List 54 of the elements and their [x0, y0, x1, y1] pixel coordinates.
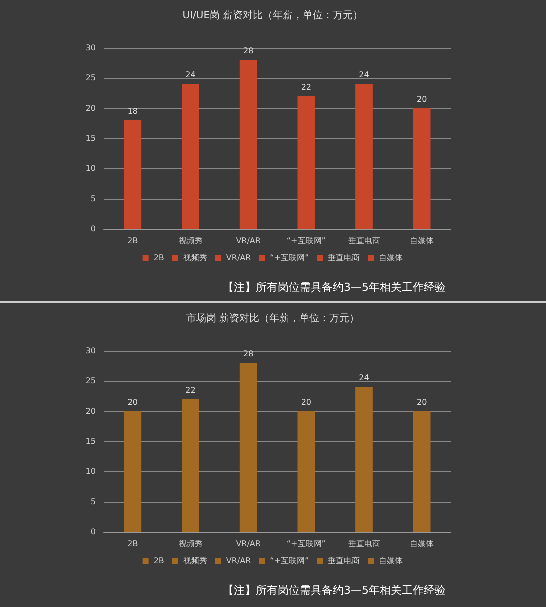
legend-label: 垂直电商 — [328, 254, 360, 262]
data-label: 22 — [301, 82, 312, 92]
y-tick-label: 10 — [86, 164, 96, 174]
legend-label: “+互联网” — [270, 254, 310, 262]
text: 【注】所有岗位需具备约3—5年相关工作经验 — [223, 281, 446, 294]
legend-label: 自媒体 — [379, 556, 404, 566]
data-label: 22 — [186, 386, 196, 395]
legend-label: 2B — [154, 254, 164, 262]
legend-label: 视频秀 — [183, 556, 208, 566]
y-tick-label: 5 — [90, 194, 96, 204]
y-tick-label: 10 — [86, 467, 96, 476]
text: 【注】所有岗位需具备约3—5年相关工作经验 — [223, 584, 446, 597]
legend-label: “+互联网” — [270, 556, 310, 566]
y-tick-label: 30 — [86, 44, 96, 52]
x-tick-label: 垂直电商 — [348, 236, 380, 246]
x-tick-label: 2B — [128, 540, 138, 548]
x-tick-label: 自媒体 — [410, 540, 434, 548]
chart-title: UI/UE岗 薪资对比（年薪，单位：万元） — [182, 10, 364, 22]
legend-label: VR/AR — [226, 556, 252, 566]
data-label: 20 — [301, 398, 312, 407]
y-tick-label: 0 — [90, 528, 96, 536]
y-tick-label: 20 — [86, 104, 96, 113]
y-tick-label: 20 — [86, 406, 96, 416]
data-label: 24 — [186, 70, 196, 80]
y-tick-label: 25 — [86, 74, 96, 83]
data-label: 20 — [416, 398, 428, 407]
x-tick-label: VR/AR — [236, 540, 262, 548]
legend-label: VR/AR — [226, 254, 252, 262]
data-label: 24 — [359, 70, 370, 80]
x-tick-label: 2B — [128, 236, 138, 246]
y-tick-label: 5 — [90, 497, 96, 506]
y-tick-label: 30 — [86, 346, 96, 356]
y-tick-label: 25 — [86, 376, 96, 386]
x-tick-label: 自媒体 — [410, 236, 434, 246]
y-tick-label: 15 — [86, 437, 96, 446]
x-tick-label: “+互联网” — [286, 236, 326, 246]
y-tick-label: 15 — [86, 134, 96, 143]
y-tick-label: 0 — [90, 224, 96, 234]
data-label: 20 — [416, 94, 428, 104]
x-tick-label: 视频秀 — [178, 236, 203, 246]
legend-label: 垂直电商 — [328, 556, 360, 566]
x-tick-label: 垂直电商 — [348, 540, 380, 548]
data-label: 28 — [243, 350, 254, 359]
x-tick-label: “+互联网” — [286, 540, 326, 548]
data-label: 20 — [128, 398, 138, 407]
chart-title: 市场岗 薪资对比（年薪，单位：万元） — [186, 312, 360, 324]
legend-label: 2B — [154, 556, 164, 566]
data-label: 28 — [243, 46, 254, 56]
legend-label: 自媒体 — [379, 254, 404, 262]
x-tick-label: VR/AR — [236, 236, 262, 246]
x-tick-label: 视频秀 — [178, 540, 203, 548]
data-label: 24 — [359, 374, 370, 383]
legend-label: 视频秀 — [183, 254, 208, 262]
data-label: 18 — [128, 106, 138, 116]
